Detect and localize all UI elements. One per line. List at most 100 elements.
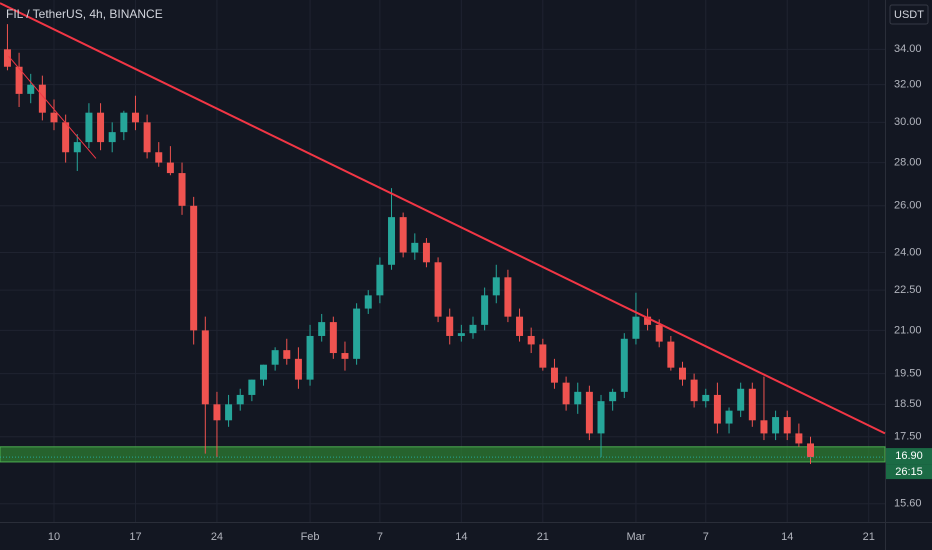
- candle-body: [457, 333, 465, 336]
- currency-box[interactable]: [889, 4, 929, 25]
- candle-body: [539, 344, 547, 368]
- candle-body: [97, 112, 105, 143]
- candle-body: [108, 132, 116, 143]
- candle-body: [446, 316, 454, 336]
- candle-body: [15, 66, 23, 94]
- y-tick-label: 34.00: [894, 43, 922, 55]
- candle-body: [143, 122, 151, 153]
- candle-body: [527, 335, 535, 345]
- y-tick-label: 32.00: [894, 79, 922, 91]
- candle-body: [562, 382, 570, 405]
- x-tick-label: Mar: [626, 531, 645, 543]
- x-tick-label: 21: [537, 531, 549, 543]
- candle-body: [783, 417, 791, 434]
- plot-area: [0, 2, 886, 465]
- candle-body: [678, 367, 686, 380]
- candle-body: [737, 388, 745, 411]
- chart-title: FIL / TetherUS, 4h, BINANCE: [6, 7, 163, 21]
- candle-body: [271, 350, 279, 365]
- y-tick-label: 15.60: [894, 498, 922, 510]
- y-tick-label: 19.50: [894, 368, 922, 380]
- candle-body: [364, 295, 372, 309]
- candle-body: [131, 112, 139, 123]
- candle-body: [795, 433, 803, 444]
- countdown-label: 26:15: [895, 466, 923, 478]
- candle-body: [248, 379, 256, 395]
- candle-body: [190, 205, 198, 331]
- x-tick-label: 17: [129, 531, 141, 543]
- candle-body: [469, 324, 477, 334]
- x-tick-label: 10: [48, 531, 60, 543]
- candle-body: [609, 391, 617, 402]
- candle-body: [213, 404, 221, 421]
- candle-body: [807, 443, 815, 458]
- candle-body: [260, 364, 267, 380]
- candle-body: [434, 262, 442, 317]
- candle-body: [306, 335, 314, 380]
- countdown-box: [886, 464, 932, 480]
- y-tick-label: 22.50: [894, 284, 922, 296]
- candle-body: [329, 322, 337, 354]
- candle-body: [27, 84, 35, 94]
- candle-body: [50, 112, 58, 123]
- candle-body: [225, 404, 233, 421]
- candle-body: [667, 341, 675, 368]
- candle-body: [748, 388, 756, 421]
- candle-body: [725, 410, 733, 424]
- candle-body: [574, 391, 582, 405]
- y-tick-label: 24.00: [894, 246, 922, 258]
- candle-body: [597, 401, 605, 434]
- candle-body: [713, 394, 721, 424]
- y-tick-label: 26.00: [894, 200, 922, 212]
- x-tick-label: 7: [377, 531, 383, 543]
- y-tick-label: 28.00: [894, 156, 922, 168]
- candle-body: [399, 217, 407, 253]
- y-tick-label: 21.00: [894, 324, 922, 336]
- x-tick-label: Feb: [301, 531, 320, 543]
- last-price-label: 16.90: [895, 450, 923, 462]
- candle-body: [504, 277, 512, 317]
- candle-body: [632, 316, 640, 339]
- currency-label[interactable]: USDT: [894, 9, 924, 21]
- support-zone: [0, 446, 886, 463]
- candle-body: [492, 277, 500, 296]
- candle-body: [341, 353, 349, 359]
- x-tick-label: 24: [211, 531, 223, 543]
- x-tick-label: 14: [455, 531, 467, 543]
- candle-body: [516, 316, 524, 336]
- candle-body: [73, 142, 81, 153]
- candle-body: [120, 112, 128, 133]
- candle-body: [236, 394, 244, 405]
- candle-body: [585, 391, 593, 434]
- trend-line: [8, 55, 97, 159]
- candle-body: [655, 324, 663, 342]
- candle-body: [353, 308, 361, 359]
- candle-body: [283, 350, 291, 359]
- candle-body: [62, 122, 70, 153]
- candle-body: [3, 49, 11, 67]
- y-tick-label: 17.50: [894, 431, 922, 443]
- candle-body: [166, 162, 174, 174]
- x-tick-label: 14: [781, 531, 793, 543]
- grid: [0, 0, 885, 522]
- candle-body: [388, 217, 396, 265]
- candle-body: [644, 316, 652, 325]
- candle-body: [411, 242, 419, 253]
- trend-line: [0, 2, 886, 435]
- candle-body: [550, 367, 558, 383]
- candle-body: [481, 295, 489, 325]
- candle-body: [294, 358, 302, 380]
- last-price-box: [886, 448, 932, 465]
- candle-body: [178, 173, 186, 206]
- candle-body: [376, 264, 384, 296]
- candle-body: [422, 242, 430, 263]
- candle-body: [760, 420, 768, 434]
- candle-body: [772, 417, 780, 434]
- x-tick-label: 21: [863, 531, 875, 543]
- candle-body: [690, 379, 698, 402]
- y-tick-label: 18.50: [894, 398, 922, 410]
- candle-body: [318, 322, 326, 336]
- x-tick-label: 7: [703, 531, 709, 543]
